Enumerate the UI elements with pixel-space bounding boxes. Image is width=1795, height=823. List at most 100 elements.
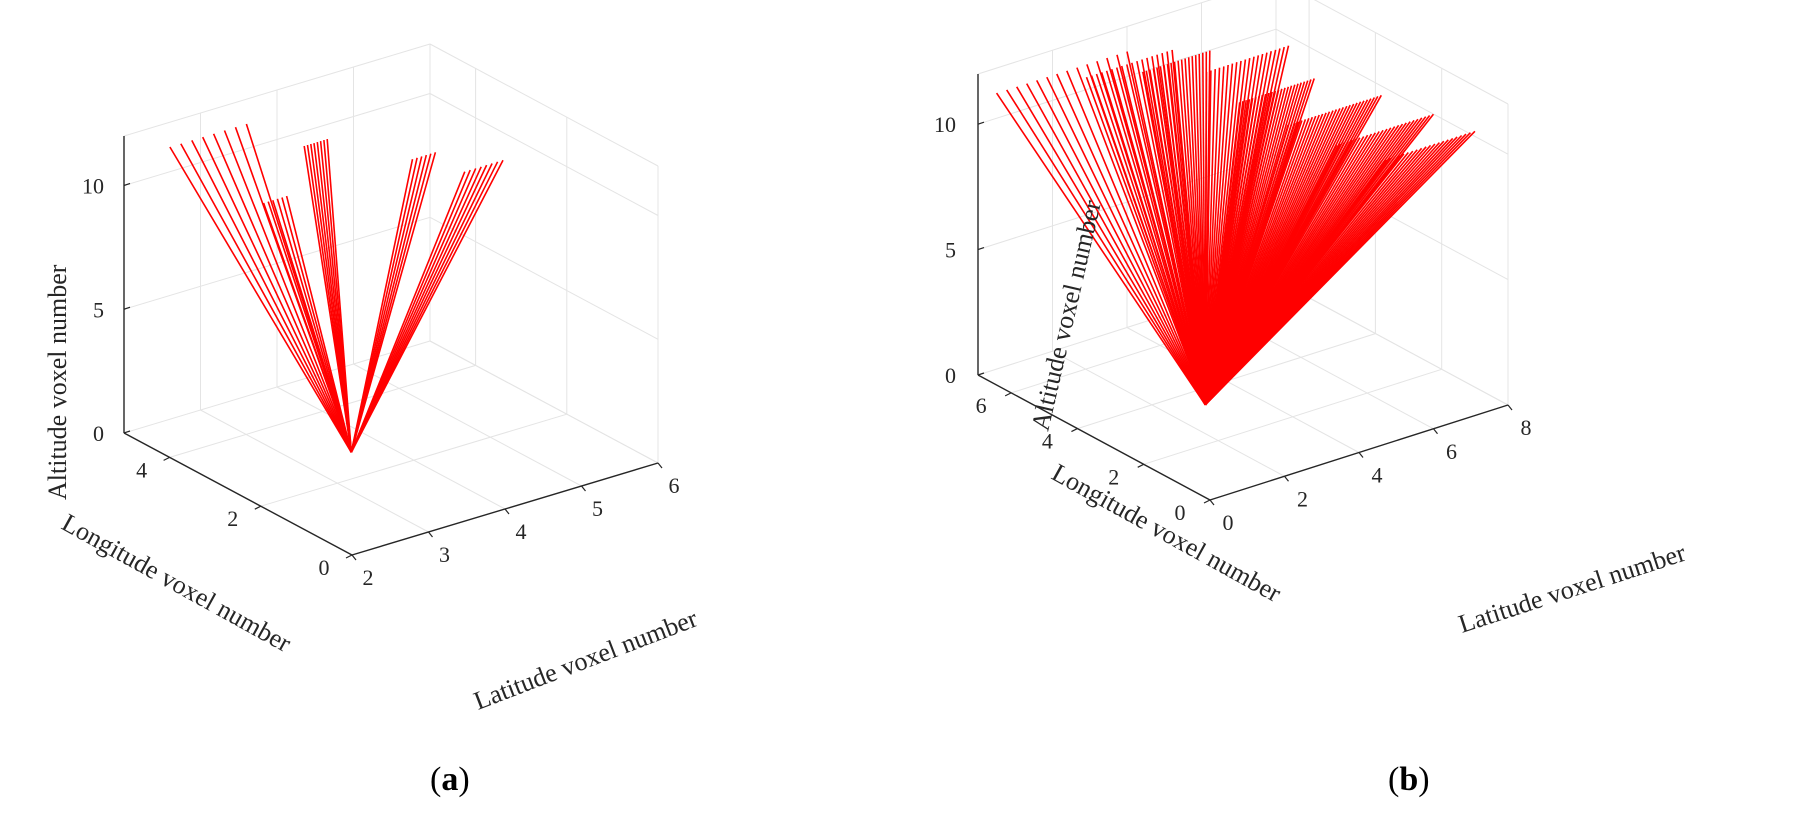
ray-line [201, 136, 353, 453]
grid-edge [1313, 0, 1509, 105]
tick-mark [1507, 404, 1513, 411]
tick-mark [504, 508, 510, 515]
grid-line [1143, 368, 1442, 465]
altitude-tick-label: 10 [82, 174, 104, 199]
tick-mark [163, 456, 170, 461]
tick-mark [657, 462, 663, 469]
tick-mark [1004, 392, 1012, 397]
ray-line [350, 159, 414, 453]
ray-line [1204, 102, 1241, 405]
ray-line [1006, 89, 1206, 406]
grid-line [276, 386, 506, 510]
grid-lines-a [123, 43, 659, 556]
latitude-axis-label-b: Latitude voxel number [1455, 538, 1690, 639]
longitude-tick-label: 0 [1175, 500, 1186, 525]
panel-letter-a: a [441, 761, 458, 798]
ray-line [191, 140, 353, 453]
latitude-tick-label: 4 [516, 519, 527, 544]
tick-mark [123, 306, 131, 310]
ray-line [1035, 80, 1207, 406]
grid-line [429, 216, 659, 340]
tick-mark [428, 531, 433, 538]
grid-line [977, 28, 1277, 125]
panel-label-a: (a) [430, 761, 470, 798]
ray-line [1105, 70, 1207, 406]
tick-mark [977, 121, 985, 125]
longitude-axis-line [123, 432, 353, 556]
grid-line [260, 413, 567, 507]
grid-line [429, 340, 659, 464]
ray-line [1090, 75, 1207, 406]
longitude-axis-line [977, 374, 1211, 501]
ray-line [1204, 144, 1338, 406]
ray-line [1076, 67, 1207, 406]
longitude-axis-label-a: Longitude voxel number [57, 508, 296, 658]
altitude-tick-label: 10 [934, 112, 956, 137]
ray-line [1204, 71, 1208, 405]
tick-mark [123, 430, 131, 434]
ray-line [262, 202, 353, 453]
ray-line [223, 130, 353, 453]
longitude-tick-label: 4 [1042, 429, 1053, 454]
ray-line [1026, 83, 1206, 406]
ray-line [1046, 76, 1207, 406]
tick-mark [977, 372, 985, 376]
tick-mark [1358, 452, 1364, 458]
longitude-tick-label: 2 [227, 506, 238, 531]
grid-edge [123, 43, 431, 137]
axis-lines-a [123, 136, 663, 561]
tick-mark [345, 554, 353, 559]
ray-line [276, 198, 353, 453]
latitude-tick-label: 6 [1446, 439, 1457, 464]
tick-mark [1071, 428, 1078, 433]
tick-mark [977, 247, 985, 251]
ray-line [1115, 67, 1207, 406]
ray-line [285, 195, 353, 453]
longitude-tick-label: 0 [319, 555, 330, 580]
tick-mark [123, 182, 131, 187]
tick-mark [581, 485, 586, 492]
ray-line [350, 171, 466, 453]
ray-line [180, 143, 353, 453]
latitude-tick-label: 5 [592, 496, 603, 521]
grid-edge [977, 0, 1212, 75]
longitude-axis-label-b: Longitude voxel number [1047, 458, 1286, 608]
grid-line [1126, 327, 1360, 453]
ray-line [1066, 70, 1207, 406]
axis-lines-b [977, 74, 1513, 506]
ray-line [1131, 62, 1207, 405]
latitude-tick-label: 4 [1372, 463, 1383, 488]
ray-line [1016, 86, 1206, 406]
ray-line [995, 92, 1206, 406]
ray-line [1126, 64, 1207, 405]
ray-line [1142, 71, 1207, 405]
latitude-axis-label-a: Latitude voxel number [470, 604, 702, 716]
grid-line [1052, 350, 1285, 477]
tick-labels-a: 2 3 4 5 6 0 2 4 0 5 10 [82, 174, 680, 591]
ray-line [267, 201, 353, 453]
ray-bundle-a [169, 123, 504, 453]
latitude-tick-label: 2 [363, 565, 374, 590]
altitude-tick-label: 0 [93, 421, 104, 446]
latitude-tick-label: 0 [1223, 510, 1234, 535]
grid-line [123, 93, 431, 186]
ray-line [169, 146, 352, 453]
ray-line [1056, 73, 1207, 406]
longitude-tick-label: 2 [1108, 464, 1119, 489]
ray-line [1204, 124, 1289, 406]
grid-line [169, 364, 476, 458]
tick-mark [1137, 463, 1144, 468]
grid-line [353, 363, 582, 487]
grid-line [429, 93, 659, 216]
altitude-axis-label-a: Altitude voxel number [43, 264, 72, 500]
panel-letter-b: b [1399, 761, 1418, 798]
tick-mark [1284, 475, 1289, 482]
altitude-tick-label: 5 [93, 297, 104, 322]
grid-line [1275, 279, 1509, 406]
chart-panel-a: 2 3 4 5 6 0 2 4 0 5 10 Latitude voxel number Longi… [43, 43, 702, 798]
ray-line [1095, 73, 1207, 406]
latitude-tick-label: 8 [1521, 415, 1532, 440]
